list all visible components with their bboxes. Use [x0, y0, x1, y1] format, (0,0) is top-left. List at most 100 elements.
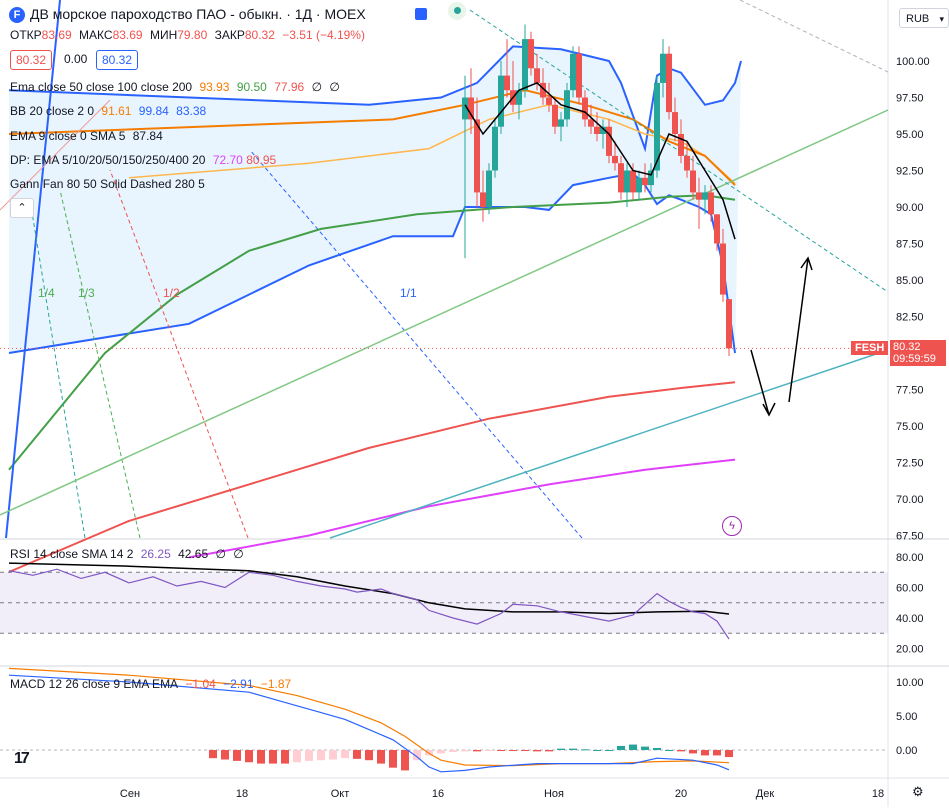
currency-selector[interactable]: RUB ▾	[899, 8, 949, 28]
chevron-down-icon: ▾	[939, 14, 944, 24]
macd-histogram-bar	[449, 750, 457, 753]
macd-histogram-bar	[545, 750, 553, 752]
gann-fan-label: 1/4	[38, 286, 55, 300]
macd-legend[interactable]: MACD 12 26 close 9 EMA EMA −1.04 −2.91 −…	[10, 677, 295, 691]
candle-body	[636, 177, 642, 193]
price-axis-tick: 97.50	[896, 93, 924, 105]
macd-line	[8, 674, 730, 773]
trendline-pink	[0, 99, 111, 211]
candle-body	[474, 119, 480, 193]
macd-histogram-bar	[221, 750, 229, 760]
candle-body	[666, 53, 672, 113]
countdown-value: 09:59:59	[893, 353, 936, 365]
symbol-logo-icon[interactable]: F	[9, 7, 25, 23]
macd-histogram-bar	[401, 750, 409, 771]
macd-histogram-bar	[533, 750, 541, 752]
gann-fan-1-3-line	[59, 189, 141, 539]
price-axis-tick: 85.00	[896, 275, 924, 287]
lightning-icon[interactable]: ϟ	[722, 516, 742, 536]
settings-gear-icon[interactable]: ⚙	[912, 784, 924, 799]
macd-histogram-bar	[389, 750, 397, 768]
flag-icon[interactable]	[415, 8, 427, 20]
time-axis-tick: Дек	[756, 788, 775, 800]
macd-histogram-bar	[341, 750, 349, 759]
macd-histogram-bar	[605, 750, 613, 751]
projection-arrows	[750, 256, 813, 417]
macd-axis-tick: 0.00	[896, 745, 917, 757]
bid-box[interactable]: 80.32	[10, 50, 53, 70]
gann-fan-1-1-line	[249, 149, 583, 539]
legend-bb-v3: 83.38	[176, 104, 207, 118]
last-price-tag: 80.32 09:59:59	[890, 340, 946, 366]
legend-ema[interactable]: Ema close 50 close 100 close 200 93.93 9…	[10, 80, 344, 94]
price-axis-tick: 95.00	[896, 129, 924, 141]
candle-body	[516, 90, 522, 105]
price-axis-tick: 72.50	[896, 458, 924, 470]
legend-dp[interactable]: DP: EMA 5/10/20/50/150/250/400 20 72.70 …	[10, 153, 280, 167]
macd-histogram-bar	[413, 750, 421, 761]
legend-bb[interactable]: BB 20 close 2 0 91.61 99.84 83.38	[10, 104, 210, 118]
price-axis-tick: 90.00	[896, 202, 924, 214]
price-axis-tick: 87.50	[896, 239, 924, 251]
rsi-axis-tick: 40.00	[896, 613, 924, 625]
ohlc-open-value: 83.69	[41, 28, 72, 42]
price-axis-tick: 77.50	[896, 385, 924, 397]
candle-body	[504, 75, 510, 91]
rsi-legend[interactable]: RSI 14 close SMA 14 2 26.25 42.65 ∅ ∅	[10, 547, 248, 561]
candle-body	[576, 53, 582, 98]
macd-histogram-bar	[257, 750, 265, 764]
candle-body	[594, 126, 600, 134]
candle-body	[684, 155, 690, 171]
price-axis-tick: 67.50	[896, 531, 924, 543]
candle-body	[492, 126, 498, 171]
macd-axis-tick: 10.00	[896, 677, 924, 689]
macd-histogram-bar	[281, 750, 289, 764]
candle-body	[708, 192, 714, 215]
legend-ema-v5: ∅	[329, 80, 340, 94]
chart-title[interactable]: ДВ морское пароходство ПАО - обыкн. · 1Д…	[30, 6, 366, 22]
legend-bb-v1: 91.61	[101, 104, 132, 118]
macd-label: MACD 12 26 close 9 EMA EMA	[10, 677, 179, 691]
legend-gann-label: Gann Fan 80 50 Solid Dashed 280 5	[10, 177, 205, 191]
ohlc-close-value: 80.32	[244, 28, 275, 42]
macd-histogram-bar	[305, 750, 313, 761]
macd-signal-line	[8, 667, 730, 767]
ohlc-low-label: МИН	[149, 28, 178, 42]
ask-box[interactable]: 80.32	[96, 50, 139, 70]
candle-body	[468, 97, 474, 120]
macd-histogram-bar	[497, 750, 505, 751]
candle-body	[672, 112, 678, 134]
bb-middle-line	[128, 104, 736, 185]
gann-fan-1-4-line	[29, 199, 86, 539]
market-status-icon[interactable]	[448, 2, 466, 20]
legend-gann[interactable]: Gann Fan 80 50 Solid Dashed 280 5	[10, 177, 209, 191]
bb-lower-line	[8, 172, 736, 354]
candle-body	[702, 192, 708, 200]
gann-fan-label: 1/3	[78, 286, 95, 300]
candle-body	[606, 126, 612, 156]
candle-body	[600, 126, 606, 134]
candle-body	[588, 119, 594, 127]
macd-histogram-bar	[269, 750, 277, 764]
macd-histogram-bar	[317, 750, 325, 761]
candle-body	[462, 97, 468, 120]
collapse-legend-icon[interactable]: ⌃	[10, 198, 34, 218]
macd-histogram-bar	[353, 750, 361, 759]
ohlc-close-label: ЗАКР	[214, 28, 245, 42]
tradingview-logo-icon: 17	[14, 750, 30, 767]
bb-upper-line	[8, 45, 742, 153]
candle-body	[564, 90, 570, 120]
macd-histogram-bar	[233, 750, 241, 761]
price-axis-tick: 100.00	[896, 56, 930, 68]
ohlc-open-label: ОТКР	[10, 28, 42, 42]
price-axis-tick: 82.50	[896, 312, 924, 324]
candle-body	[528, 39, 534, 69]
candle-body	[552, 104, 558, 127]
candle-body	[480, 192, 486, 207]
macd-histogram-bar	[521, 750, 529, 751]
spread-value: 0.00	[64, 52, 88, 66]
legend-ema9[interactable]: EMA 9 close 0 SMA 5 87.84	[10, 129, 167, 143]
ohlc-high-value: 83.69	[112, 28, 143, 42]
